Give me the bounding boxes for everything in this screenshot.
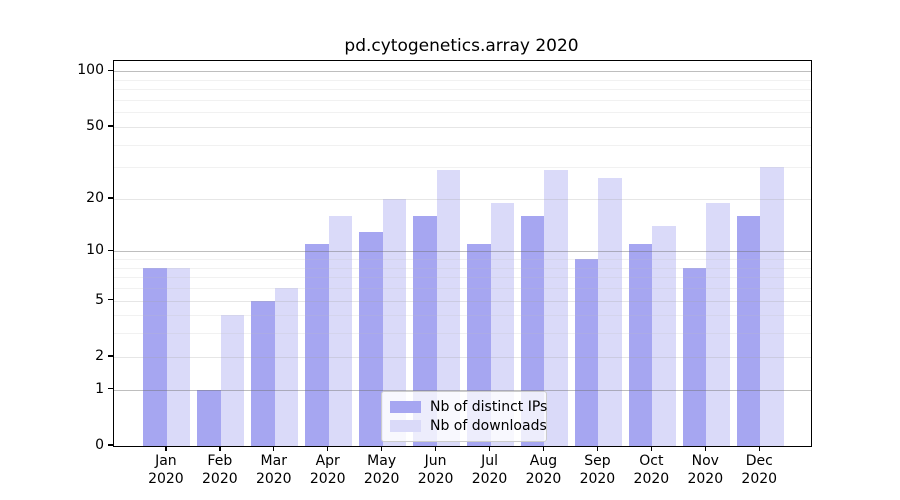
ytick-mark-0 (108, 444, 113, 446)
bar-downloads-nov (706, 202, 730, 446)
plot-area: Nb of distinct IPs Nb of downloads (113, 60, 812, 447)
gridline-y50 (114, 126, 811, 128)
xtick-mark-jun (434, 446, 437, 451)
gridline-y20 (114, 198, 811, 200)
xtick-label-nov: Nov 2020 (687, 453, 724, 487)
xtick-mark-aug (542, 446, 545, 451)
ytick-label-1: 1 (95, 380, 104, 397)
ytick-label-5: 5 (95, 291, 104, 308)
legend-label: Nb of distinct IPs (430, 398, 548, 415)
bar-ips-oct (628, 244, 653, 446)
bar-downloads-feb (220, 315, 245, 446)
gridline-y90 (114, 79, 811, 81)
gridline-y40 (114, 144, 811, 146)
bar-downloads-sep (598, 178, 622, 446)
xtick-mark-dec (758, 446, 760, 451)
xtick-label-dec: Dec 2020 (741, 453, 778, 487)
gridline-y4 (114, 315, 811, 317)
xtick-label-feb: Feb 2020 (202, 453, 238, 487)
bar-ips-nov (682, 267, 707, 446)
gridline-y6 (114, 288, 811, 290)
xtick-mark-nov (704, 446, 706, 451)
xtick-mark-oct (650, 446, 653, 451)
bar-downloads-jul (490, 202, 515, 446)
bar-ips-aug (520, 216, 545, 446)
gridline-y80 (114, 89, 811, 91)
bar-ips-apr (305, 244, 329, 446)
gridline-y60 (114, 112, 811, 114)
gridline-y10 (114, 251, 811, 253)
legend-label: Nb of downloads (430, 417, 547, 434)
ytick-label-0: 0 (95, 437, 104, 453)
xtick-label-mar: Mar 2020 (255, 453, 292, 487)
ytick-mark-5 (108, 298, 113, 301)
ytick-label-2: 2 (95, 347, 104, 364)
xtick-label-aug: Aug 2020 (525, 453, 562, 487)
bar-downloads-oct (652, 226, 676, 446)
xtick-label-sep: Sep 2020 (579, 453, 616, 487)
ytick-label-20: 20 (86, 189, 104, 206)
xtick-label-may: May 2020 (363, 453, 400, 487)
legend: Nb of distinct IPs Nb of downloads (381, 391, 547, 442)
bar-ips-jan (143, 267, 167, 446)
legend-swatch-icon (390, 419, 421, 432)
xtick-mark-sep (596, 446, 599, 451)
xtick-mark-may (380, 446, 383, 451)
ytick-mark-20 (108, 197, 113, 199)
xtick-mark-apr (327, 446, 329, 451)
bar-downloads-jan (166, 267, 191, 446)
gridline-y2 (114, 356, 811, 358)
xtick-mark-feb (219, 446, 221, 451)
gridline-y30 (114, 167, 811, 169)
bar-downloads-may (382, 198, 407, 446)
ytick-mark-100 (108, 69, 113, 72)
bar-ips-mar (251, 300, 275, 446)
bar-ips-may (359, 231, 383, 446)
legend-item-0: Nb of distinct IPs (390, 397, 547, 416)
ytick-mark-1 (108, 388, 113, 390)
ytick-label-10: 10 (86, 242, 104, 259)
xtick-label-jun: Jun 2020 (417, 453, 454, 487)
gridline-y100 (114, 71, 811, 73)
bar-ips-sep (574, 259, 599, 446)
xtick-label-jan: Jan 2020 (148, 453, 184, 487)
bar-downloads-dec (760, 167, 784, 446)
ytick-label-100: 100 (77, 62, 104, 79)
xtick-mark-jan (165, 446, 167, 451)
xtick-label-apr: Apr 2020 (309, 453, 346, 487)
gridline-y8 (114, 267, 811, 269)
bar-downloads-mar (274, 288, 299, 446)
gridline-y9 (114, 259, 811, 261)
xtick-mark-jul (488, 446, 491, 451)
gridline-y3 (114, 333, 811, 335)
bar-ips-dec (736, 216, 761, 446)
bar-downloads-jun (436, 169, 461, 446)
legend-item-1: Nb of downloads (390, 416, 547, 435)
bar-downloads-aug (544, 169, 568, 446)
xtick-label-oct: Oct 2020 (633, 453, 670, 487)
xtick-label-jul: Jul 2020 (471, 453, 508, 487)
gridline-y5 (114, 300, 811, 302)
xtick-mark-mar (273, 446, 275, 451)
ytick-mark-10 (108, 249, 113, 252)
chart-title: pd.cytogenetics.array 2020 (344, 36, 579, 56)
ytick-mark-2 (108, 355, 113, 357)
gridline-y70 (114, 99, 811, 101)
ytick-mark-50 (108, 125, 113, 127)
bar-ips-feb (197, 389, 221, 446)
gridline-y7 (114, 277, 811, 279)
bar-downloads-apr (328, 216, 353, 446)
legend-swatch-icon (390, 400, 421, 413)
bar-ips-jun (413, 216, 437, 446)
gridline-y1 (114, 389, 811, 391)
ytick-label-50: 50 (86, 117, 104, 134)
